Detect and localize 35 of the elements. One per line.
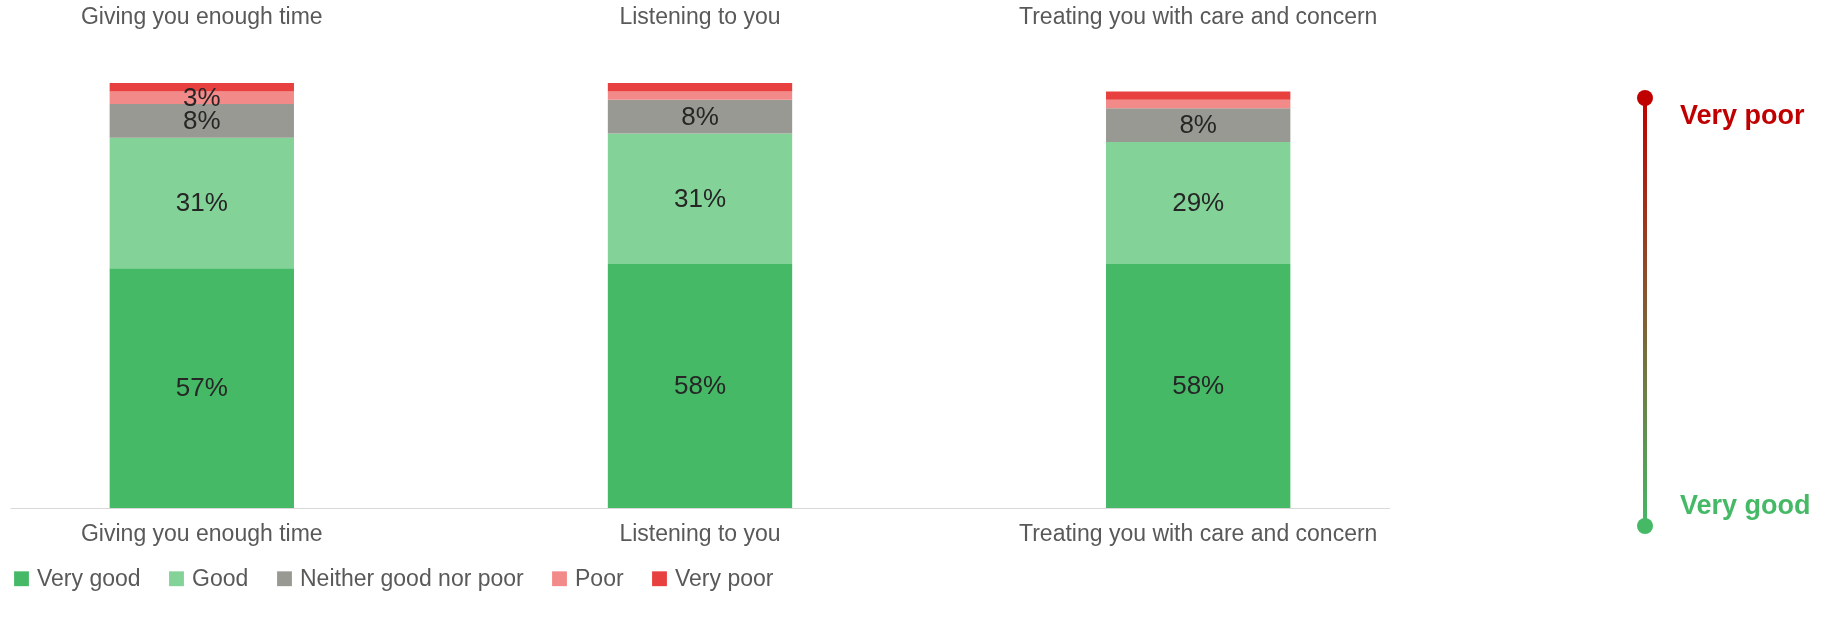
x-tick-label: Listening to you (619, 519, 781, 546)
data-label: 8% (1179, 109, 1217, 140)
bar (607, 99, 793, 134)
bar (607, 83, 793, 92)
data-label: 58% (1172, 369, 1225, 400)
bar (109, 104, 294, 138)
bar (607, 133, 793, 264)
x-tick-label: Giving you enough time (80, 519, 323, 546)
text: Very poor (1680, 100, 1805, 131)
data-label: 58% (673, 369, 727, 400)
data-label: 8% (681, 100, 719, 131)
bar (1106, 141, 1291, 264)
bar (1106, 91, 1291, 100)
bar (607, 263, 793, 508)
data-label: 57% (175, 372, 228, 403)
bar (109, 137, 294, 269)
category-label: Giving you enough time (80, 2, 323, 29)
legend-label: Poor (575, 564, 624, 591)
category-label: Treating you with care and concern (1018, 2, 1378, 29)
text: Very good (1680, 490, 1811, 521)
bar (1106, 263, 1291, 508)
bar (607, 91, 793, 100)
bar (1106, 108, 1291, 142)
legend-label: Very good (37, 564, 141, 591)
legend-label: Good (192, 564, 249, 591)
x-tick-label: Treating you with care and concern (1018, 519, 1378, 546)
data-label: 31% (175, 186, 228, 217)
legend-label: Very poor (675, 564, 774, 591)
data-label: 3% (183, 81, 221, 112)
bar (1106, 99, 1291, 109)
legend-label: Neither good nor poor (300, 564, 525, 591)
category-label: Listening to you (619, 2, 781, 29)
bar (109, 268, 294, 508)
data-label: 29% (1172, 186, 1225, 217)
data-label: 31% (673, 182, 727, 213)
